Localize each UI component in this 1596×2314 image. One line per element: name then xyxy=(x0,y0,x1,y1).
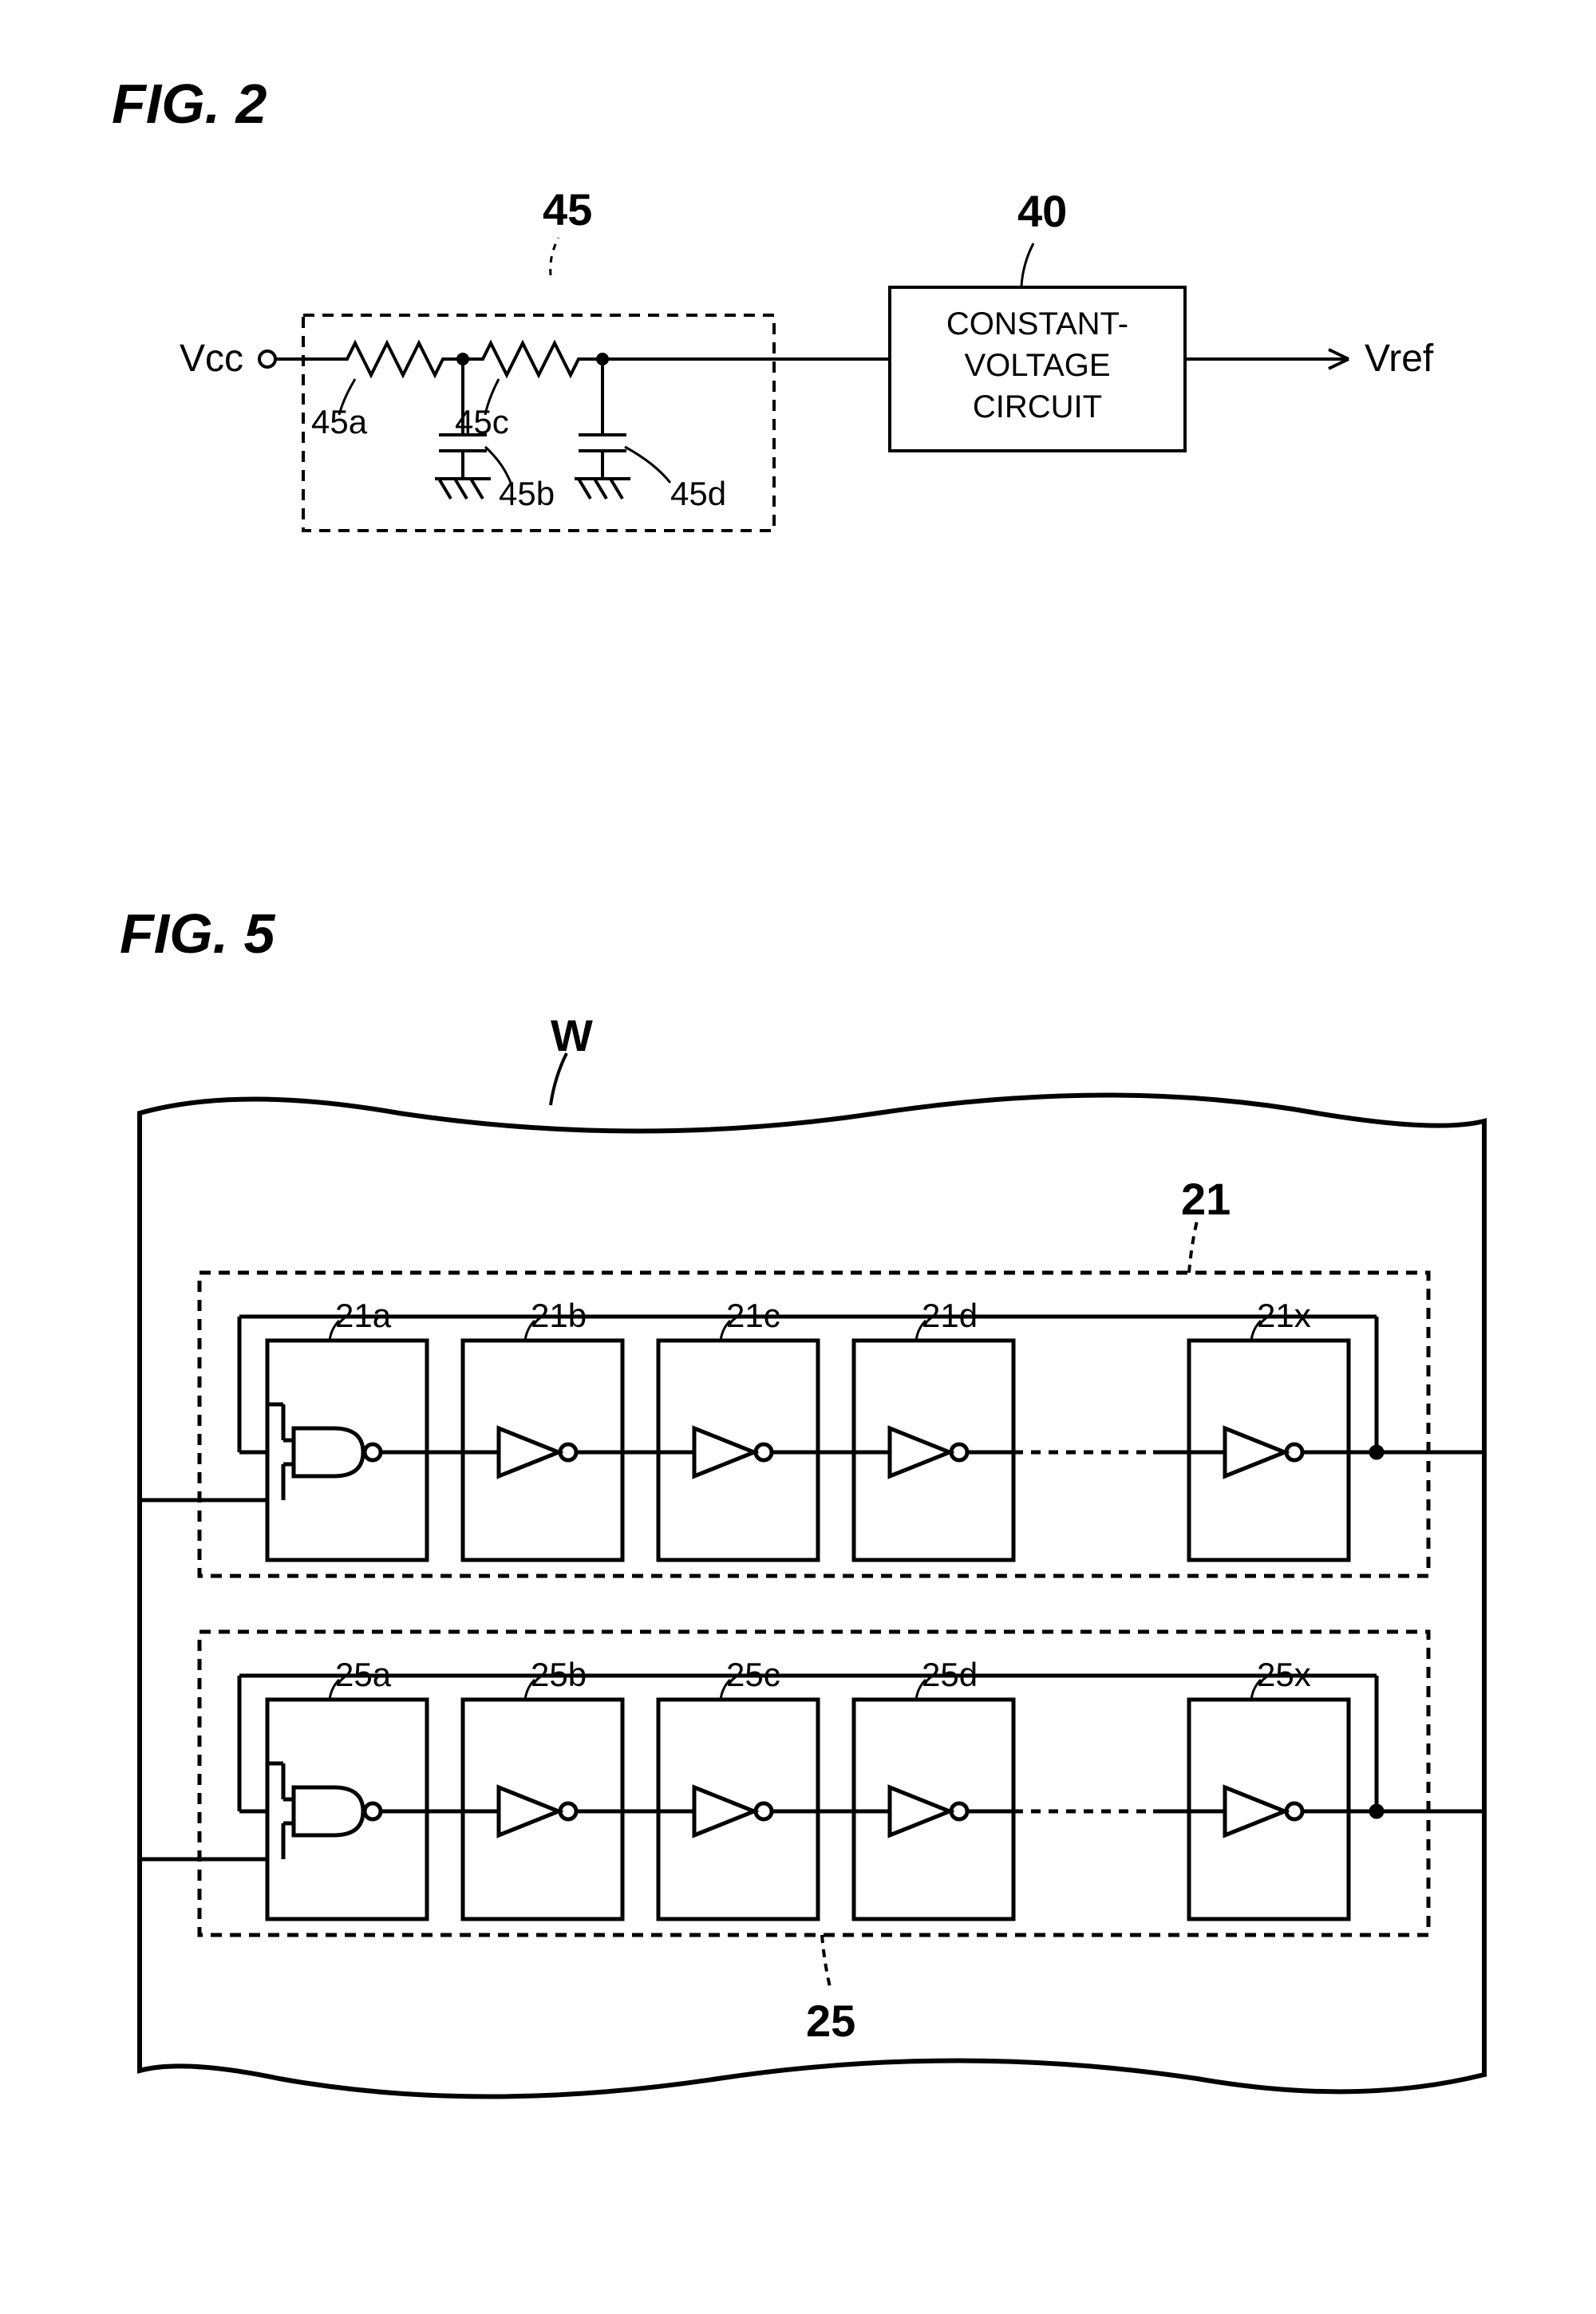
ref-21: 21 xyxy=(1181,1173,1231,1225)
ref-21d: 21d xyxy=(922,1297,978,1335)
w-label: W xyxy=(551,1009,593,1061)
vref-label: Vref xyxy=(1365,337,1433,381)
ref-21c: 21c xyxy=(726,1297,780,1335)
ref-25c: 25c xyxy=(726,1656,780,1694)
ref-45d: 45d xyxy=(670,475,726,513)
ref-40: 40 xyxy=(1017,185,1067,237)
ref-25x: 25x xyxy=(1257,1656,1311,1694)
ref-25: 25 xyxy=(806,1995,855,2047)
ref-21b: 21b xyxy=(531,1297,587,1335)
ref-45c: 45c xyxy=(455,403,509,441)
cv-line1: CONSTANT- xyxy=(890,303,1185,345)
cv-line3: CIRCUIT xyxy=(890,386,1185,428)
vcc-label: Vcc xyxy=(180,337,243,381)
ref-25d: 25d xyxy=(922,1656,978,1694)
ref-45a: 45a xyxy=(311,403,367,441)
block-40-text: CONSTANT- VOLTAGE CIRCUIT xyxy=(890,303,1185,428)
fig5-svg xyxy=(0,958,1596,2314)
ref-21a: 21a xyxy=(335,1297,391,1335)
ref-45: 45 xyxy=(543,184,592,235)
ref-25b: 25b xyxy=(531,1656,587,1694)
fig5-title: FIG. 5 xyxy=(120,902,275,965)
ref-21x: 21x xyxy=(1257,1297,1311,1335)
cv-line2: VOLTAGE xyxy=(890,345,1185,386)
ref-25a: 25a xyxy=(335,1656,391,1694)
ref-45b: 45b xyxy=(499,475,555,513)
